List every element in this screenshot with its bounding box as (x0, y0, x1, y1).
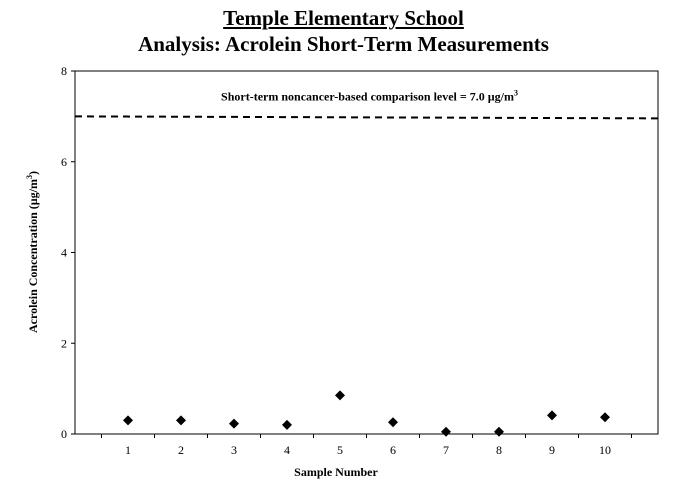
data-point-diamond (176, 415, 186, 426)
y-tick-label: 2 (61, 336, 67, 350)
x-tick-label: 10 (599, 443, 611, 457)
x-tick-label: 4 (284, 443, 290, 457)
x-tick-label: 7 (443, 443, 449, 457)
data-point-diamond (229, 418, 239, 429)
x-tick-label: 6 (390, 443, 396, 457)
data-point-diamond (441, 426, 451, 437)
data-points (123, 390, 610, 437)
data-point-diamond (547, 410, 557, 421)
plot-area-frame (74, 70, 659, 435)
y-tick-label: 0 (61, 427, 67, 441)
x-tick-label: 3 (231, 443, 237, 457)
y-tick-label: 6 (61, 155, 67, 169)
y-tick-label: 4 (61, 246, 67, 260)
x-axis-ticks: 1 2 3 4 5 6 7 8 9 10 (101, 434, 632, 457)
data-point-diamond (123, 415, 133, 426)
comparison-level-label-text: Short-term noncancer-based comparison le… (221, 89, 514, 103)
x-tick-label: 5 (337, 443, 343, 457)
data-point-diamond (600, 412, 610, 423)
comparison-level-line (74, 115, 659, 120)
chart-title: Temple Elementary School (223, 6, 464, 30)
data-point-diamond (388, 417, 398, 428)
x-axis-title: Sample Number (294, 465, 378, 479)
y-tick-label: 8 (61, 64, 67, 78)
chart-title-block: Temple Elementary School Analysis: Acrol… (0, 6, 687, 57)
y-axis-title-end: ) (26, 171, 40, 175)
data-point-diamond (282, 419, 292, 430)
x-tick-label: 8 (496, 443, 502, 457)
y-axis-title-sup: 3 (25, 175, 34, 179)
comparison-level-label-sup: 3 (514, 88, 518, 97)
data-point-diamond (335, 390, 345, 401)
x-tick-label: 9 (549, 443, 555, 457)
data-point-diamond (494, 426, 504, 437)
y-axis-title: Acrolein Concentration (µg/m3) (25, 171, 40, 333)
chart-subtitle: Analysis: Acrolein Short-Term Measuremen… (138, 32, 549, 56)
x-tick-label: 2 (178, 443, 184, 457)
comparison-level-label: Short-term noncancer-based comparison le… (221, 88, 518, 103)
y-axis-title-text: Acrolein Concentration (µg/m (26, 179, 40, 333)
x-tick-label: 1 (125, 443, 131, 457)
y-axis-ticks: 0 2 4 6 8 (61, 64, 75, 441)
